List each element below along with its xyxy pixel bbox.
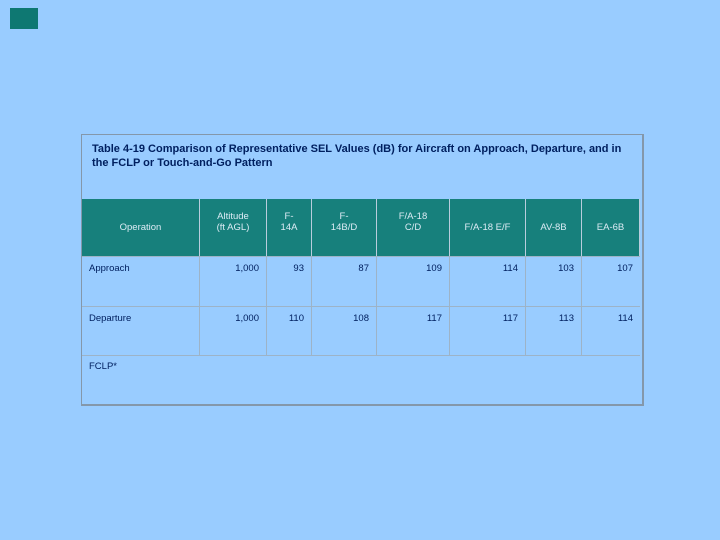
header-label: F/A-18 C/D (398, 211, 428, 233)
data-cell-operation: Approach (82, 256, 200, 306)
header-cell-altitude: Altitude (ft AGL) (200, 199, 267, 256)
data-cell-altitude: 1,000 (200, 306, 267, 355)
header-cell-f14bd: F- 14B/D (312, 199, 377, 256)
data-cell-av8b: 113 (526, 306, 582, 355)
footer-row-fclp: FCLP* (82, 355, 640, 402)
data-cell-f14bd: 108 (312, 306, 377, 355)
data-cell-fa18cd: 109 (377, 256, 450, 306)
data-cell-altitude: 1,000 (200, 256, 267, 306)
header-cell-av8b: AV-8B (526, 199, 582, 256)
header-cell-fa18ef: F/A-18 E/F (450, 199, 526, 256)
data-cell-fa18cd: 117 (377, 306, 450, 355)
data-cell-fa18ef: 114 (450, 256, 526, 306)
data-cell-ea6b: 107 (582, 256, 640, 306)
header-label: Altitude (ft AGL) (216, 211, 250, 233)
header-cell-operation: Operation (82, 199, 200, 256)
header-cell-ea6b: EA-6B (582, 199, 640, 256)
header-label: EA-6B (596, 222, 625, 233)
header-label: F/A-18 E/F (464, 222, 511, 233)
data-cell-f14a: 93 (267, 256, 312, 306)
sel-values-table: Table 4-19 Comparison of Representative … (81, 134, 644, 406)
header-label: Operation (119, 222, 162, 233)
header-label: AV-8B (540, 222, 567, 233)
data-cell-ea6b: 114 (582, 306, 640, 355)
data-cell-operation: Departure (82, 306, 200, 355)
header-cell-f14a: F- 14A (267, 199, 312, 256)
data-cell-av8b: 103 (526, 256, 582, 306)
header-label: F- 14B/D (330, 211, 358, 233)
header-label: F- 14A (280, 211, 298, 233)
slide-accent-rectangle (10, 8, 38, 29)
data-cell-f14a: 110 (267, 306, 312, 355)
header-cell-fa18cd: F/A-18 C/D (377, 199, 450, 256)
data-cell-fa18ef: 117 (450, 306, 526, 355)
data-cell-f14bd: 87 (312, 256, 377, 306)
table-title: Table 4-19 Comparison of Representative … (92, 143, 622, 170)
